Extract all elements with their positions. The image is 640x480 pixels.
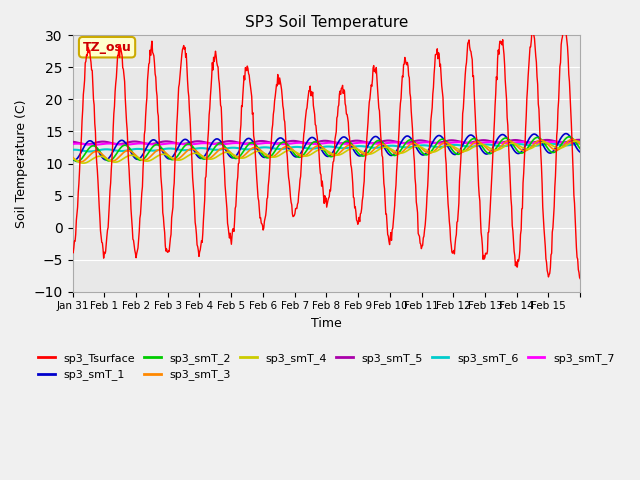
Y-axis label: Soil Temperature (C): Soil Temperature (C) <box>15 99 28 228</box>
Title: SP3 Soil Temperature: SP3 Soil Temperature <box>244 15 408 30</box>
Legend: sp3_Tsurface, sp3_smT_1, sp3_smT_2, sp3_smT_3, sp3_smT_4, sp3_smT_5, sp3_smT_6, : sp3_Tsurface, sp3_smT_1, sp3_smT_2, sp3_… <box>34 348 619 385</box>
X-axis label: Time: Time <box>311 317 342 330</box>
Text: TZ_osu: TZ_osu <box>83 41 131 54</box>
